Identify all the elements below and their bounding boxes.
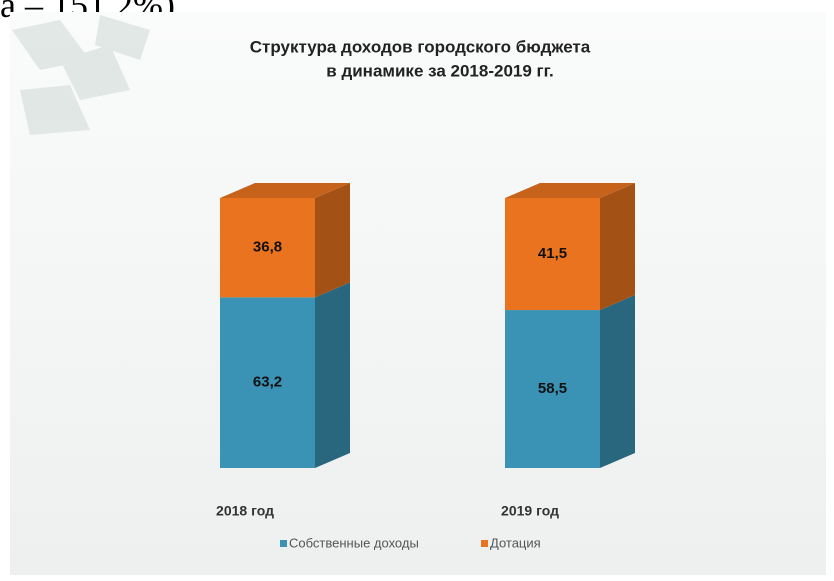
x-tick-label: 2018 год bbox=[216, 503, 274, 519]
bar-side bbox=[600, 183, 635, 311]
value-label: 58,5 bbox=[538, 380, 567, 397]
bar-side bbox=[315, 183, 350, 298]
value-label: 36,8 bbox=[253, 239, 282, 256]
legend-swatch bbox=[280, 540, 287, 547]
x-tick-label: 2019 год bbox=[501, 503, 559, 519]
legend-swatch bbox=[481, 540, 488, 547]
decoration bbox=[12, 15, 150, 135]
bar-top bbox=[505, 183, 635, 198]
slide bbox=[10, 12, 826, 575]
legend-label: Собственные доходы bbox=[289, 535, 419, 550]
value-label: 63,2 bbox=[253, 374, 282, 391]
bar-segment bbox=[505, 198, 600, 311]
chart-title: Структура доходов городского бюджета bbox=[250, 37, 591, 56]
bar-segment bbox=[220, 198, 315, 298]
bar-segment bbox=[505, 310, 600, 468]
bar-side bbox=[315, 282, 350, 468]
bar-side bbox=[600, 295, 635, 468]
chart-subtitle: в динамике за 2018-2019 гг. bbox=[326, 61, 553, 80]
bar-segment bbox=[220, 297, 315, 468]
legend-label: Дотация bbox=[490, 535, 541, 550]
bar-top bbox=[220, 183, 350, 198]
value-label: 41,5 bbox=[538, 245, 567, 262]
